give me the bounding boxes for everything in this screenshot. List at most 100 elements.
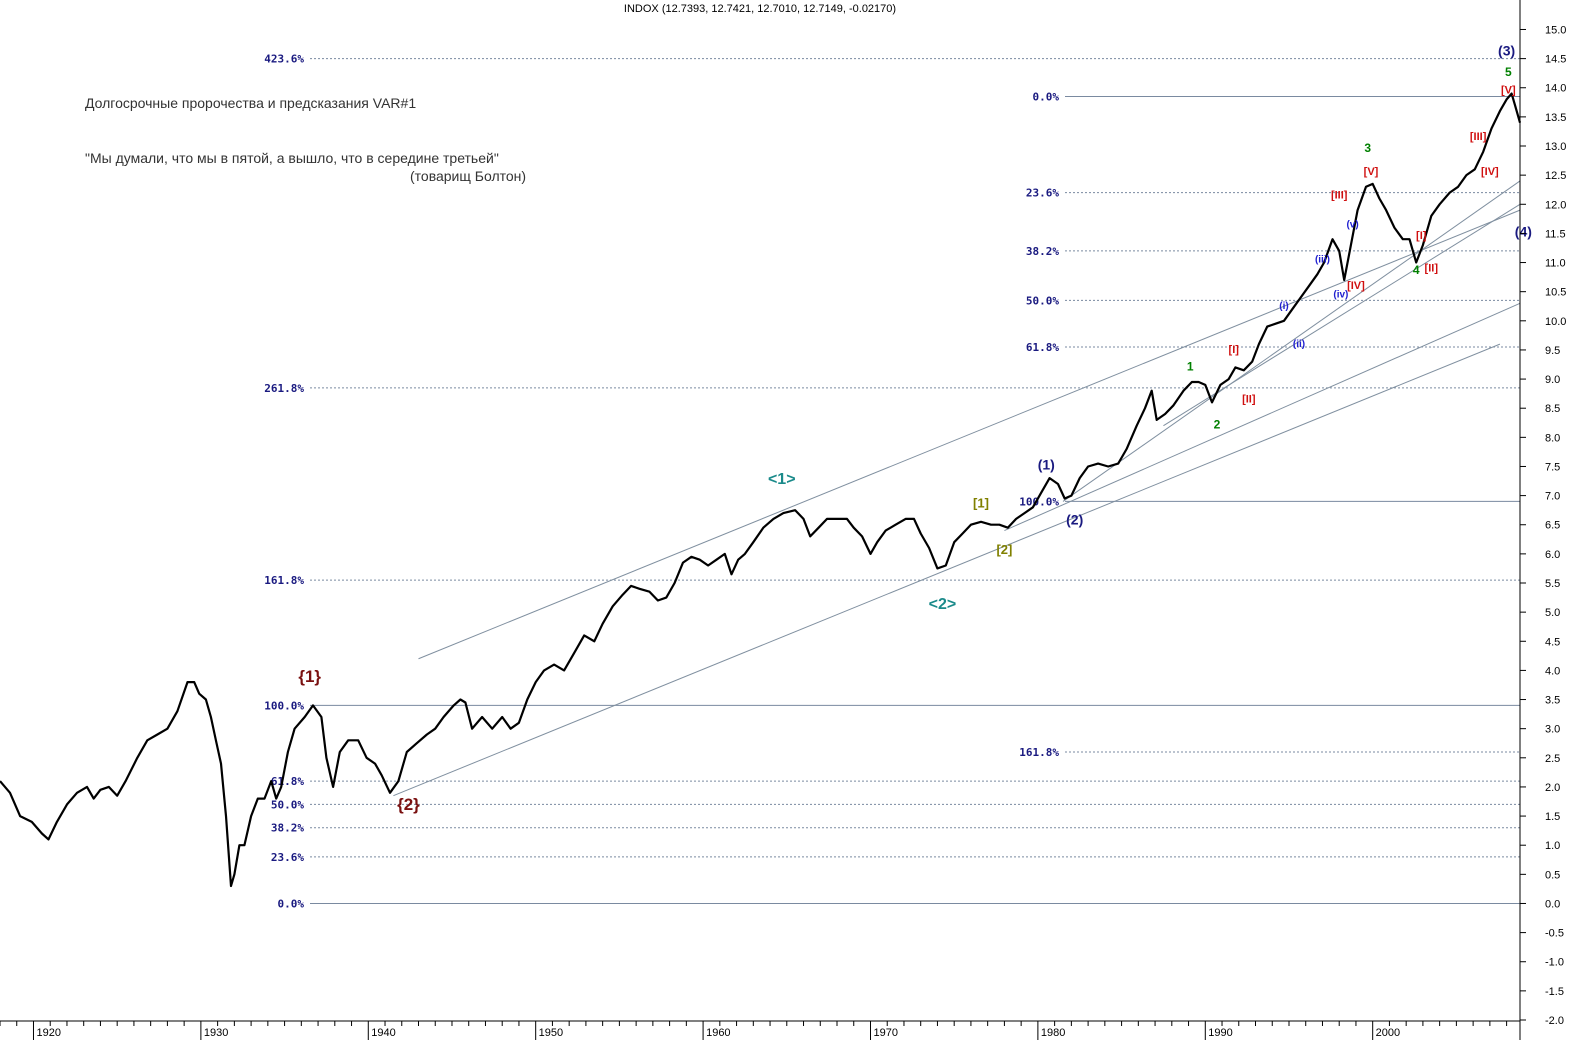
trend-lines xyxy=(393,180,1521,797)
y-tick-label-1: 14.5 xyxy=(1545,54,1566,66)
wave-label-5: [2] xyxy=(996,542,1012,557)
y-tick-label-27: 1.5 xyxy=(1545,811,1560,823)
y-tick-label-24: 3.0 xyxy=(1545,724,1560,736)
y-tick-label-2: 14.0 xyxy=(1545,83,1566,95)
wave-label-14: 5 xyxy=(1505,65,1512,79)
wave-label-28: (iv) xyxy=(1333,290,1348,301)
y-tick-label-3: 13.5 xyxy=(1545,112,1566,124)
y-tick-label-6: 12.0 xyxy=(1545,199,1566,211)
y-tick-label-32: -1.0 xyxy=(1545,957,1564,969)
y-tick-label-17: 6.5 xyxy=(1545,520,1560,532)
trend-line-1 xyxy=(393,343,1501,797)
wave-label-18: [IV] xyxy=(1347,280,1365,292)
wave-label-10: 1 xyxy=(1187,359,1194,373)
y-tick-label-20: 5.0 xyxy=(1545,607,1560,619)
x-tick-label-1: 1930 xyxy=(204,1027,228,1039)
wave-label-25: (i) xyxy=(1279,301,1288,312)
wave-label-24: [V] xyxy=(1501,85,1516,97)
y-tick-label-0: 15.0 xyxy=(1545,24,1566,36)
x-tick-label-4: 1960 xyxy=(706,1027,730,1039)
x-tick-label-2: 1940 xyxy=(371,1027,395,1039)
note-author: (товарищ Болтон) xyxy=(410,168,527,184)
wave-label-7: (2) xyxy=(1066,512,1083,528)
fib-left-label-5: 50.0% xyxy=(271,798,304,811)
y-tick-label-7: 11.5 xyxy=(1545,228,1566,240)
wave-label-6: (1) xyxy=(1038,456,1055,472)
wave-label-9: (4) xyxy=(1515,223,1532,239)
y-tick-label-5: 12.5 xyxy=(1545,170,1566,182)
fib-right-label-1: 23.6% xyxy=(1026,187,1059,200)
x-tick-label-3: 1950 xyxy=(539,1027,563,1039)
y-tick-label-34: -2.0 xyxy=(1545,1015,1564,1027)
y-tick-label-22: 4.0 xyxy=(1545,665,1560,677)
wave-label-12: 3 xyxy=(1364,141,1371,155)
fib-left-label-8: 0.0% xyxy=(278,897,305,910)
x-tick-label-6: 1980 xyxy=(1041,1027,1065,1039)
y-tick-label-26: 2.0 xyxy=(1545,782,1560,794)
wave-label-27: (iii) xyxy=(1315,255,1330,266)
y-tick-label-29: 0.5 xyxy=(1545,869,1560,881)
wave-label-29: (v) xyxy=(1346,220,1358,231)
wave-label-8: (3) xyxy=(1498,43,1515,59)
wave-labels: {1} {2} <1> <2> [1] [2] (1) (2) (3) (4) 1 2 3 4 5 [I] [I… xyxy=(298,43,1532,815)
y-tick-label-25: 2.5 xyxy=(1545,753,1560,765)
y-tick-label-4: 13.0 xyxy=(1545,141,1566,153)
y-tick-label-19: 5.5 xyxy=(1545,578,1560,590)
wave-label-21: [II] xyxy=(1425,262,1439,274)
note-quote: "Мы думали, что мы в пятой, а вышло, что… xyxy=(85,150,499,166)
fib-right-label-3: 50.0% xyxy=(1026,294,1059,307)
x-tick-label-5: 1970 xyxy=(873,1027,897,1039)
wave-label-26: (ii) xyxy=(1293,339,1305,350)
chart-header: INDOX (12.7393, 12.7421, 12.7010, 12.714… xyxy=(623,3,897,15)
wave-label-16: [II] xyxy=(1242,393,1256,405)
y-tick-label-15: 7.5 xyxy=(1545,461,1560,473)
wave-label-19: [V] xyxy=(1364,166,1379,178)
y-tick-label-23: 3.5 xyxy=(1545,695,1560,707)
y-tick-label-18: 6.0 xyxy=(1545,549,1560,561)
x-tick-label-8: 2000 xyxy=(1376,1027,1400,1039)
wave-label-0: {1} xyxy=(298,667,321,686)
fib-right-label-6: 161.8% xyxy=(1019,746,1059,759)
y-tick-label-16: 7.0 xyxy=(1545,491,1560,503)
wave-label-3: <2> xyxy=(929,596,957,613)
fib-left-label-0: 423.6% xyxy=(264,53,304,66)
y-tick-label-31: -0.5 xyxy=(1545,928,1564,940)
wave-label-20: [I] xyxy=(1416,230,1427,242)
wave-label-15: [I] xyxy=(1229,344,1240,356)
wave-label-4: [1] xyxy=(973,495,989,510)
trend-line-3 xyxy=(1062,180,1521,502)
wave-label-22: [III] xyxy=(1470,131,1487,143)
price-series xyxy=(0,92,1522,888)
wave-label-17: [III] xyxy=(1331,189,1348,201)
fib-left-label-7: 23.6% xyxy=(271,851,304,864)
fib-left-label-1: 261.8% xyxy=(264,382,304,395)
y-tick-label-33: -1.5 xyxy=(1545,986,1564,998)
x-tick-label-7: 1990 xyxy=(1208,1027,1232,1039)
trend-line-2 xyxy=(1004,302,1521,532)
y-tick-label-14: 8.0 xyxy=(1545,432,1560,444)
wave-label-11: 2 xyxy=(1214,418,1221,432)
fib-left-label-4: 61.8% xyxy=(271,775,304,788)
fib-left-label-2: 161.8% xyxy=(264,574,304,587)
trend-line-4 xyxy=(1163,203,1521,427)
y-tick-label-8: 11.0 xyxy=(1545,258,1566,270)
trend-line-0 xyxy=(418,209,1521,660)
y-tick-label-11: 9.5 xyxy=(1545,345,1560,357)
y-tick-label-9: 10.5 xyxy=(1545,287,1566,299)
fib-right-label-5: 100.0% xyxy=(1019,495,1059,508)
y-tick-label-12: 9.0 xyxy=(1545,374,1560,386)
series-line-0 xyxy=(0,92,1522,888)
y-tick-label-28: 1.0 xyxy=(1545,840,1560,852)
y-tick-label-10: 10.0 xyxy=(1545,316,1566,328)
fib-left-label-3: 100.0% xyxy=(264,699,304,712)
y-tick-label-13: 8.5 xyxy=(1545,403,1560,415)
note-title: Долгосрочные пророчества и предсказания … xyxy=(85,95,417,111)
fib-left-label-6: 38.2% xyxy=(271,822,304,835)
fibonacci-levels: 423.6%261.8%161.8%100.0%61.8%50.0%38.2%2… xyxy=(264,53,1520,910)
x-tick-label-0: 1920 xyxy=(36,1027,60,1039)
wave-label-1: {2} xyxy=(397,795,420,814)
y-tick-label-21: 4.5 xyxy=(1545,636,1560,648)
wave-label-13: 4 xyxy=(1413,263,1420,277)
